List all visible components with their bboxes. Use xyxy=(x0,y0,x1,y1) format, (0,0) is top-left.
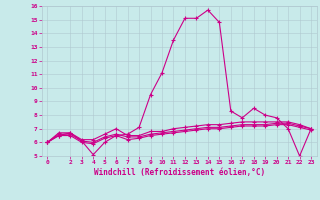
X-axis label: Windchill (Refroidissement éolien,°C): Windchill (Refroidissement éolien,°C) xyxy=(94,168,265,177)
